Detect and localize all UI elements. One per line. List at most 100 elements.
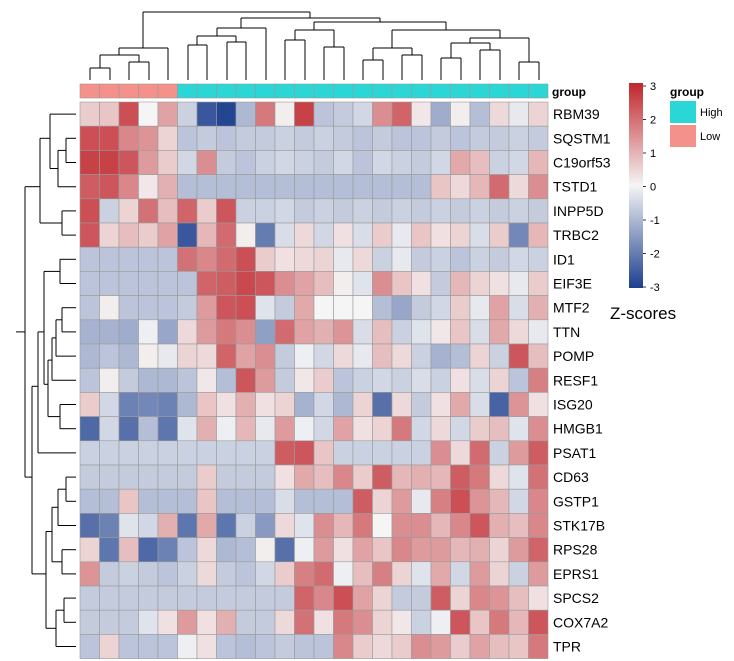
heatmap-cell (430, 464, 451, 490)
heatmap-cell (528, 246, 549, 272)
heatmap-cell (255, 367, 276, 393)
heatmap-cell (469, 343, 490, 369)
heatmap-cell (391, 585, 412, 611)
heatmap-cell (99, 464, 120, 490)
heatmap-cell (411, 440, 432, 466)
heatmap-cell (138, 634, 159, 659)
heatmap-cell (352, 634, 373, 659)
heatmap-cell (508, 246, 529, 272)
row-label: MTF2 (553, 300, 590, 316)
heatmap-cell (411, 537, 432, 563)
row-label: SQSTM1 (553, 130, 611, 146)
heatmap-cell (255, 125, 276, 151)
annotation-cell (528, 83, 549, 99)
heatmap-cell (352, 513, 373, 538)
heatmap-cell (99, 416, 120, 442)
heatmap-cell (430, 561, 451, 587)
annotation-cell (216, 83, 237, 99)
heatmap-cell (138, 246, 159, 272)
heatmap-cell (352, 561, 373, 587)
heatmap-cell (235, 150, 256, 175)
heatmap-cell (469, 464, 490, 490)
heatmap-cell (450, 343, 471, 369)
heatmap-cell (235, 271, 256, 296)
heatmap-cell (391, 319, 412, 345)
heatmap-cell (352, 464, 373, 490)
heatmap-cell (313, 440, 334, 466)
heatmap-cell (411, 416, 432, 442)
colorbar-tick-label: 0 (650, 182, 656, 194)
heatmap-cell (430, 634, 451, 659)
heatmap-cell (138, 464, 159, 490)
heatmap-cell (138, 367, 159, 393)
heatmap-cell (294, 295, 315, 321)
heatmap-cell (352, 125, 373, 151)
heatmap-cell (333, 513, 354, 538)
colorbar-tick-label: 2 (650, 115, 656, 127)
heatmap-cell (294, 174, 315, 200)
heatmap-cell (235, 416, 256, 442)
heatmap-cell (528, 585, 549, 611)
heatmap-cell (528, 319, 549, 345)
heatmap-cell (528, 609, 549, 635)
heatmap-cell (489, 343, 510, 369)
row-label: PSAT1 (553, 445, 597, 461)
heatmap-cell (79, 464, 100, 490)
heatmap-cell (118, 585, 139, 611)
heatmap-cell (177, 440, 198, 466)
heatmap-cell (450, 609, 471, 635)
heatmap-cell (235, 634, 256, 659)
heatmap-cell (177, 125, 198, 151)
heatmap-cell (196, 609, 217, 635)
heatmap-cell (391, 295, 412, 321)
heatmap-cell (255, 319, 276, 345)
heatmap-cell (274, 488, 295, 514)
heatmap-cell (99, 537, 120, 563)
heatmap-cell (274, 367, 295, 393)
heatmap-cell (99, 101, 120, 127)
heatmap-cell (508, 537, 529, 563)
heatmap-cell (79, 101, 100, 127)
heatmap-cell (430, 319, 451, 345)
heatmap-cell (411, 488, 432, 514)
heatmap-cell (450, 440, 471, 466)
heatmap-cell (352, 222, 373, 248)
heatmap-cell (177, 246, 198, 272)
heatmap-cell (352, 392, 373, 417)
heatmap-cell (469, 367, 490, 393)
heatmap-cell (508, 609, 529, 635)
heatmap-cell (430, 488, 451, 514)
legend-swatch (670, 101, 696, 123)
heatmap-cell (450, 222, 471, 248)
heatmap-cell (528, 392, 549, 417)
heatmap-cell (313, 609, 334, 635)
heatmap-cell (469, 295, 490, 321)
heatmap-cell (469, 416, 490, 442)
heatmap-cell (294, 488, 315, 514)
annotation-cell (196, 83, 217, 99)
row-label: GSTP1 (553, 493, 599, 509)
annotation-cell (430, 83, 451, 99)
heatmap-cell (391, 561, 412, 587)
annotation-cell (118, 83, 139, 99)
heatmap-cell (177, 537, 198, 563)
heatmap-cell (216, 246, 237, 272)
heatmap-cell (313, 150, 334, 175)
heatmap-cell (99, 125, 120, 151)
heatmap-cell (313, 488, 334, 514)
column-dendrogram (89, 11, 540, 80)
legend-title: group (670, 85, 704, 99)
heatmap-cell (352, 416, 373, 442)
heatmap-cell (508, 464, 529, 490)
heatmap-cell (177, 150, 198, 175)
heatmap-cell (391, 101, 412, 127)
heatmap-cell (333, 585, 354, 611)
heatmap-cell (177, 634, 198, 659)
heatmap-cell (430, 174, 451, 200)
heatmap-cell (274, 634, 295, 659)
heatmap-cell (79, 609, 100, 635)
heatmap-cell (274, 150, 295, 175)
heatmap-cell (489, 295, 510, 321)
heatmap-cell (255, 246, 276, 272)
heatmap-cell (177, 513, 198, 538)
